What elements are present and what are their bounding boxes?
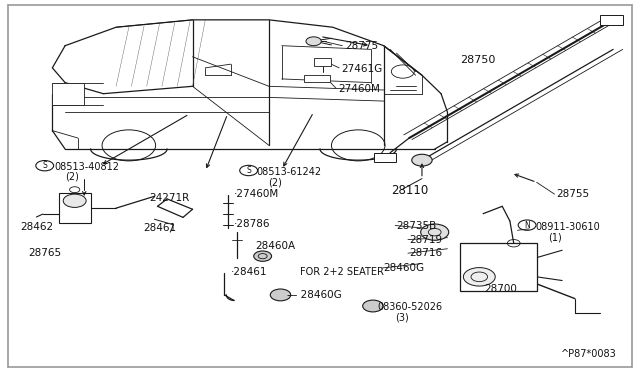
Bar	[59, 193, 91, 223]
Text: 24271R: 24271R	[149, 193, 189, 203]
Text: 08513-61242: 08513-61242	[256, 167, 321, 177]
Text: (2): (2)	[268, 177, 282, 187]
Text: 08911-30610: 08911-30610	[536, 222, 600, 232]
Circle shape	[306, 37, 321, 46]
Bar	[314, 58, 332, 66]
Text: 28775: 28775	[346, 41, 379, 51]
Text: 28460A: 28460A	[255, 241, 295, 251]
Text: 28462: 28462	[20, 222, 54, 232]
Text: 28716: 28716	[409, 248, 442, 258]
Bar	[304, 75, 330, 81]
Text: 28755: 28755	[556, 189, 589, 199]
Text: ‧28786: ‧28786	[234, 219, 271, 229]
Text: 28765: 28765	[28, 248, 61, 258]
Text: N: N	[524, 221, 530, 230]
Circle shape	[363, 300, 383, 312]
Circle shape	[463, 267, 495, 286]
Text: 28735B: 28735B	[396, 221, 436, 231]
Text: 28719: 28719	[409, 234, 442, 244]
Text: 08513-40812: 08513-40812	[54, 162, 119, 172]
Text: 27461G: 27461G	[341, 64, 382, 74]
Text: (2): (2)	[65, 172, 79, 182]
Text: 27460M: 27460M	[338, 84, 380, 94]
Text: 28700: 28700	[484, 283, 517, 294]
Text: FOR 2+2 SEATER: FOR 2+2 SEATER	[300, 267, 383, 277]
Circle shape	[253, 251, 271, 261]
Bar	[460, 243, 537, 291]
Text: (3): (3)	[395, 312, 409, 322]
Text: S: S	[246, 166, 251, 175]
Bar	[374, 153, 396, 162]
Text: 28460G: 28460G	[384, 263, 425, 273]
Text: (1): (1)	[548, 233, 562, 243]
Circle shape	[270, 289, 291, 301]
Circle shape	[63, 194, 86, 208]
Text: 28110: 28110	[392, 184, 429, 197]
Bar	[52, 83, 84, 105]
Text: ‧27460M: ‧27460M	[234, 189, 279, 199]
Circle shape	[412, 154, 432, 166]
Text: — 28460G: — 28460G	[287, 290, 342, 300]
Text: 08360-52026: 08360-52026	[378, 302, 442, 312]
Text: S: S	[42, 161, 47, 170]
Text: 28461: 28461	[143, 224, 176, 234]
Text: ‧28461: ‧28461	[231, 267, 268, 277]
Bar	[600, 15, 623, 25]
Text: 28750: 28750	[460, 55, 495, 65]
Circle shape	[420, 224, 449, 240]
Text: ^P87*0083: ^P87*0083	[561, 349, 616, 359]
